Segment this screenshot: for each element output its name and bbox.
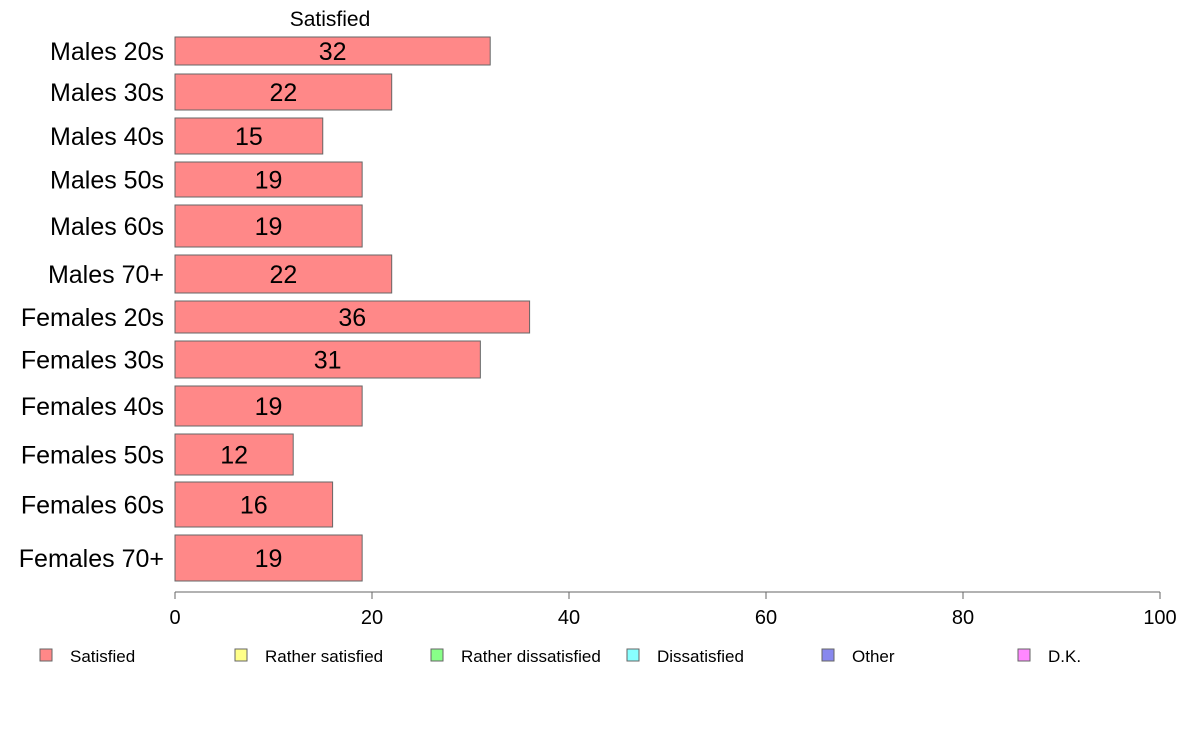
bar	[174, 534, 363, 582]
data-label: 22	[269, 261, 297, 289]
data-label: 12	[220, 442, 248, 470]
data-label: 19	[255, 393, 283, 421]
legend-swatch	[1017, 648, 1031, 662]
legend-swatch	[626, 648, 640, 662]
legend-swatch	[430, 648, 444, 662]
bars-group: Males 20s 32 Males 30s 22 Males 40s 15 Males 5…	[19, 36, 531, 582]
data-label: 31	[314, 347, 342, 375]
bar	[174, 117, 324, 155]
x-tick-label: 80	[952, 607, 974, 629]
bar	[174, 204, 363, 248]
data-label: 22	[269, 79, 297, 107]
category-label: Males 70+	[48, 261, 164, 289]
chart-title: Satisfied	[290, 8, 371, 31]
category-label: Females 70+	[19, 545, 164, 573]
x-tick-label: 40	[558, 607, 580, 629]
bar	[174, 254, 393, 294]
bar	[174, 300, 531, 334]
x-tick-label: 60	[755, 607, 777, 629]
category-label: Males 60s	[50, 213, 164, 241]
bar	[174, 73, 393, 111]
category-label: Males 40s	[50, 123, 164, 151]
legend: Satisfied Rather satisfied Rather dissatis…	[39, 647, 1081, 666]
data-label: 36	[338, 304, 366, 332]
legend-label: Rather dissatisfied	[461, 647, 601, 666]
x-tick-label: 100	[1143, 607, 1176, 629]
legend-label: Rather satisfied	[265, 647, 383, 666]
data-label: 19	[255, 545, 283, 573]
category-label: Females 20s	[21, 304, 164, 332]
legend-label: Dissatisfied	[657, 647, 744, 666]
category-label: Females 40s	[21, 393, 164, 421]
bar	[174, 340, 481, 379]
category-label: Females 30s	[21, 347, 164, 375]
bar	[174, 385, 363, 427]
legend-label: D.K.	[1048, 647, 1081, 666]
x-axis: 0 20 40 60 80 100	[169, 591, 1177, 629]
data-label: 19	[255, 213, 283, 241]
category-label: Males 30s	[50, 79, 164, 107]
x-tick-label: 0	[169, 607, 180, 629]
bar	[174, 36, 491, 66]
legend-swatch	[39, 648, 53, 662]
bar	[174, 161, 363, 198]
x-tick-label: 20	[361, 607, 383, 629]
data-label: 15	[235, 123, 263, 151]
category-label: Females 50s	[21, 442, 164, 470]
category-label: Males 20s	[50, 38, 164, 66]
data-label: 19	[255, 167, 283, 195]
legend-label: Other	[852, 647, 895, 666]
bar	[174, 481, 334, 528]
legend-swatch	[821, 648, 835, 662]
bar	[174, 433, 294, 476]
data-label: 16	[240, 492, 268, 520]
category-label: Females 60s	[21, 492, 164, 520]
legend-label: Satisfied	[70, 647, 135, 666]
category-label: Males 50s	[50, 167, 164, 195]
legend-swatch	[234, 648, 248, 662]
data-label: 32	[319, 38, 347, 66]
